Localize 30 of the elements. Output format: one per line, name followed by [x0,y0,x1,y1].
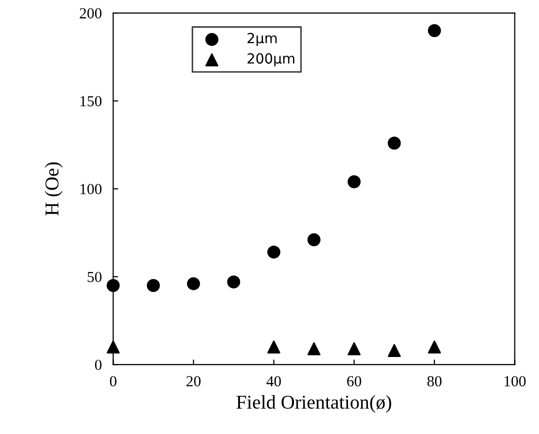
point [267,246,280,259]
x-tick-label: 20 [186,376,201,386]
point [388,344,401,358]
legend-label: 2μm [248,32,277,46]
point [388,136,401,150]
y-axis-title: H (Oe) [44,162,62,216]
y-tick-label: 150 [80,96,102,106]
x-tick-label: 60 [347,376,362,386]
point [106,340,120,354]
x-tick-label: 100 [504,376,526,386]
point [348,342,361,356]
point [348,175,361,188]
point [428,340,441,354]
x-tick-label: 80 [427,376,442,386]
y-tick-label: 0 [95,360,102,370]
point [428,24,441,38]
point [146,278,160,292]
point [307,233,320,246]
point [267,340,280,354]
point [307,342,320,356]
y-tick-label: 50 [88,272,102,282]
y-tick-label: 100 [80,184,102,194]
point [227,275,240,288]
x-axis-title: Field Orientation(ø) [236,395,392,413]
x-tick-label: 40 [266,376,281,386]
legend-label: 200μm [248,53,294,66]
point [186,277,200,290]
point [106,278,120,292]
x-tick-label: 0 [110,376,116,386]
y-tick-label: 200 [80,8,102,18]
